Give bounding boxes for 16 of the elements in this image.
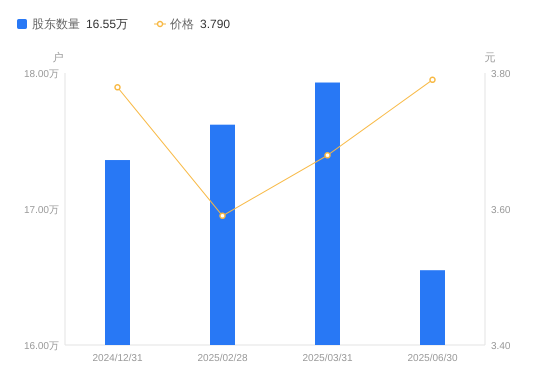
y2-tick-label: 3.40	[491, 341, 511, 352]
legend-label: 股东数量	[32, 17, 80, 31]
y2-tick-label: 3.60	[491, 205, 511, 216]
y-tick-label: 16.00万	[24, 341, 59, 352]
y-tick-label: 18.00万	[24, 69, 59, 80]
x-tick-label: 2024/12/31	[92, 353, 143, 364]
y2-axis-title: 元	[484, 52, 496, 64]
x-tick-label: 2025/02/28	[197, 353, 248, 364]
text: 3.790	[200, 17, 230, 31]
y2-tick-label: 3.80	[491, 69, 511, 80]
y-axis-title: 户	[52, 51, 64, 64]
x-tick-label: 2025/03/31	[302, 353, 353, 364]
y-tick-label: 17.00万	[24, 205, 59, 216]
x-tick-label: 2025/06/30	[407, 353, 458, 364]
text: 16.55万	[86, 17, 128, 31]
legend-label: 价格	[169, 17, 194, 31]
